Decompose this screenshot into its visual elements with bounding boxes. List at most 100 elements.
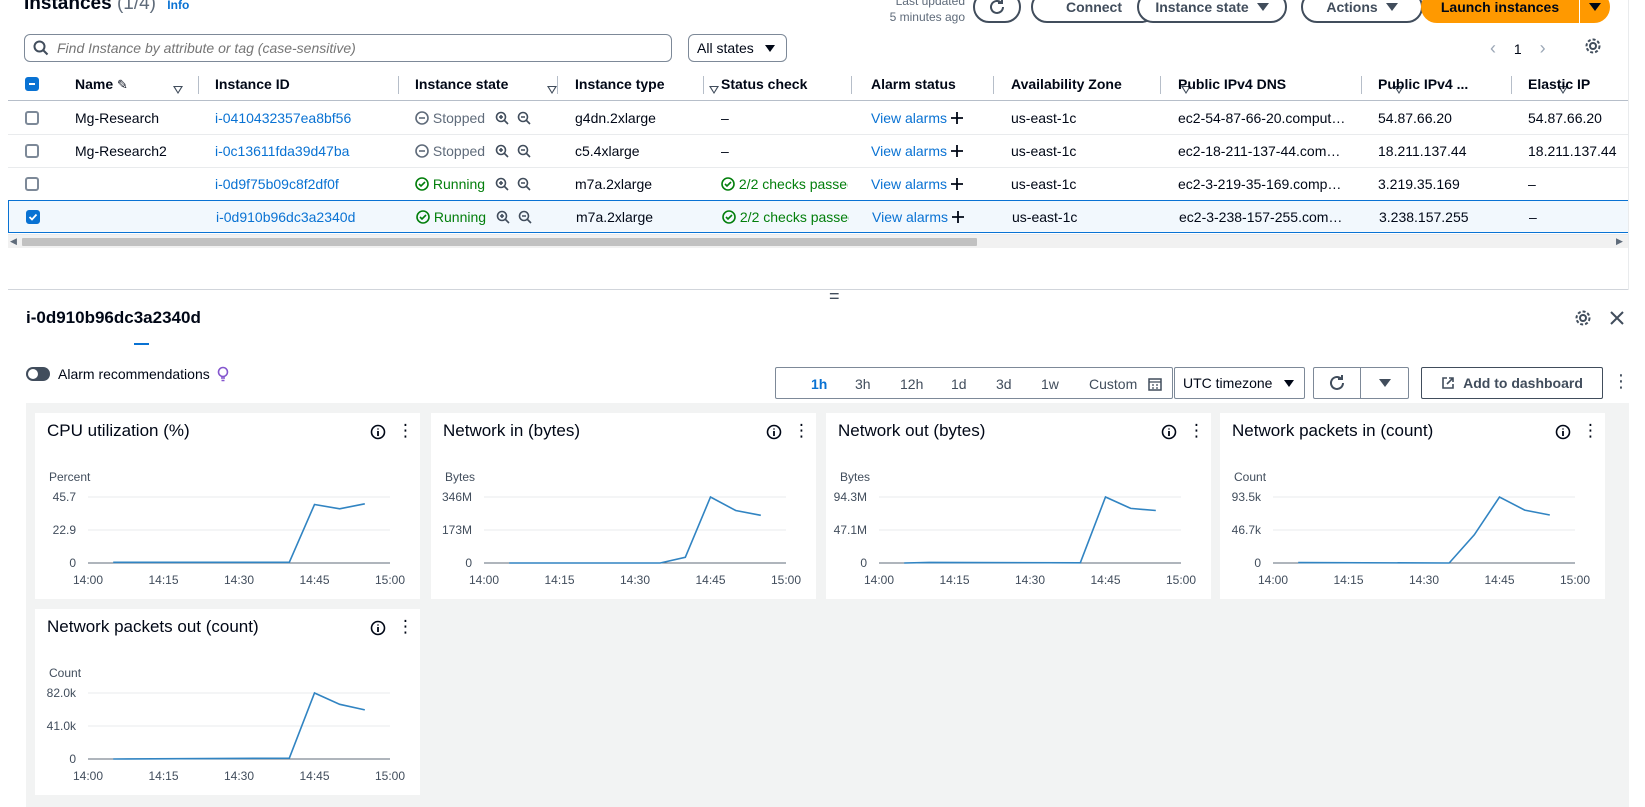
view-alarms-link[interactable]: View alarms xyxy=(872,209,948,225)
series-line[interactable] xyxy=(904,495,1156,564)
zoom-out-icon[interactable] xyxy=(517,144,531,158)
add-icon[interactable] xyxy=(952,211,964,223)
page-number[interactable]: 1 xyxy=(1513,41,1522,57)
refresh-button[interactable] xyxy=(973,0,1021,23)
next-page-icon[interactable]: › xyxy=(1539,38,1546,58)
search-field[interactable] xyxy=(24,34,672,62)
sort-icon[interactable] xyxy=(1393,86,1404,94)
view-alarms-link[interactable]: View alarms xyxy=(871,176,947,192)
sort-icon[interactable] xyxy=(547,86,558,94)
column-header-status-check[interactable]: Status check xyxy=(721,76,808,92)
row-checkbox[interactable] xyxy=(26,210,40,224)
column-header-instance-id[interactable]: Instance ID xyxy=(215,76,290,92)
range-3d[interactable]: 3d xyxy=(996,376,1012,392)
info-icon[interactable] xyxy=(766,424,782,440)
range-3h[interactable]: 3h xyxy=(855,376,871,392)
series-line[interactable] xyxy=(113,691,365,760)
range-custom[interactable]: Custom xyxy=(1089,376,1138,392)
zoom-in-icon[interactable] xyxy=(495,144,509,158)
column-header-alarm-status[interactable]: Alarm status xyxy=(871,76,956,92)
settings-icon[interactable] xyxy=(1574,309,1592,327)
column-header-instance-type[interactable]: Instance type xyxy=(575,76,665,92)
zoom-out-icon[interactable] xyxy=(517,177,531,191)
more-options-icon[interactable]: ⋮ xyxy=(1612,371,1630,391)
zoom-out-icon[interactable] xyxy=(518,210,532,224)
view-alarms-link[interactable]: View alarms xyxy=(871,143,947,159)
alarm-recommendations-toggle[interactable] xyxy=(26,367,50,381)
add-icon[interactable] xyxy=(951,178,963,190)
chart-menu-icon[interactable]: ⋮ xyxy=(1188,421,1205,440)
close-icon[interactable] xyxy=(1609,310,1625,326)
series-line[interactable] xyxy=(1298,495,1550,564)
scroll-left-icon[interactable]: ◀ xyxy=(10,236,17,246)
search-input[interactable] xyxy=(57,37,657,59)
refresh-charts-button[interactable] xyxy=(1313,367,1361,399)
row-checkbox[interactable] xyxy=(25,177,39,191)
instance-state-button[interactable]: Instance state xyxy=(1137,0,1287,23)
info-link[interactable]: Info xyxy=(167,0,190,12)
range-1d[interactable]: 1d xyxy=(951,376,967,392)
column-header-elastic-ip[interactable]: Elastic IP xyxy=(1528,76,1591,92)
cell-instance-id[interactable]: i-0d9f75b09c8f2df0f xyxy=(215,176,339,192)
column-header-availability-zone[interactable]: Availability Zone xyxy=(1011,76,1122,92)
view-alarms-link[interactable]: View alarms xyxy=(871,110,947,126)
zoom-in-icon[interactable] xyxy=(496,210,510,224)
timezone-select[interactable]: UTC timezone xyxy=(1174,367,1305,399)
series-line[interactable] xyxy=(509,495,761,564)
zoom-out-icon[interactable] xyxy=(517,111,531,125)
range-12h[interactable]: 12h xyxy=(900,376,924,392)
range-1w[interactable]: 1w xyxy=(1041,376,1059,392)
refresh-options-button[interactable] xyxy=(1361,367,1409,399)
launch-dropdown-button[interactable] xyxy=(1580,0,1610,23)
gear-icon[interactable] xyxy=(1584,37,1602,55)
column-header-instance-state[interactable]: Instance state xyxy=(415,76,509,92)
vertical-scrollbar[interactable] xyxy=(1628,0,1645,290)
info-icon[interactable] xyxy=(370,620,386,636)
table-row[interactable]: i-0d910b96dc3a2340d Running m7a.2xlarge … xyxy=(8,200,1636,233)
column-header-public-dns[interactable]: Public IPv4 DNS xyxy=(1178,76,1287,92)
chart-menu-icon[interactable]: ⋮ xyxy=(397,421,414,440)
range-1h[interactable]: 1h xyxy=(811,376,828,392)
edit-icon[interactable]: ✎ xyxy=(117,77,128,92)
lightbulb-icon[interactable] xyxy=(217,366,229,382)
sort-icon[interactable] xyxy=(1558,86,1569,94)
scroll-right-icon[interactable]: ▶ xyxy=(1616,236,1623,246)
actions-button[interactable]: Actions xyxy=(1301,0,1423,23)
zoom-in-icon[interactable] xyxy=(495,177,509,191)
table-row[interactable]: Mg-Research i-0410432357ea8bf56 Stopped g… xyxy=(8,102,1636,135)
column-header-label: Name xyxy=(75,76,114,92)
add-to-dashboard-button[interactable]: Add to dashboard xyxy=(1421,367,1603,399)
chart-menu-icon[interactable]: ⋮ xyxy=(397,617,414,636)
info-icon[interactable] xyxy=(1555,424,1571,440)
states-filter[interactable]: All states xyxy=(688,34,787,62)
prev-page-icon[interactable]: ‹ xyxy=(1490,38,1496,58)
column-header-name[interactable]: Name ✎ xyxy=(75,68,128,101)
add-icon[interactable] xyxy=(951,112,963,124)
zoom-in-icon[interactable] xyxy=(495,111,509,125)
sort-icon[interactable] xyxy=(173,86,183,94)
row-checkbox[interactable] xyxy=(25,111,39,125)
column-header-public-ip[interactable]: Public IPv4 ... xyxy=(1378,76,1469,92)
horizontal-scrollbar[interactable]: ◀ ▶ xyxy=(8,234,1628,248)
cell-elastic-ip: 54.87.66.20 xyxy=(1528,110,1602,126)
chart-menu-icon[interactable]: ⋮ xyxy=(793,421,810,440)
cell-instance-id[interactable]: i-0d910b96dc3a2340d xyxy=(216,209,356,225)
table-row[interactable]: Mg-Research2 i-0c13611fda39d47ba Stopped … xyxy=(8,135,1636,168)
table-row[interactable]: i-0d9f75b09c8f2df0f Running m7a.2xlarge … xyxy=(8,168,1636,201)
series-line[interactable] xyxy=(113,503,365,564)
info-icon[interactable] xyxy=(1161,424,1177,440)
row-checkbox[interactable] xyxy=(25,144,39,158)
cell-instance-id[interactable]: i-0410432357ea8bf56 xyxy=(215,110,352,126)
add-icon[interactable] xyxy=(951,145,963,157)
launch-instances-button[interactable]: Launch instances xyxy=(1421,0,1579,23)
cell-instance-id[interactable]: i-0c13611fda39d47ba xyxy=(215,143,350,159)
calendar-icon[interactable] xyxy=(1148,377,1162,391)
select-all-checkbox[interactable] xyxy=(25,77,39,91)
resize-handle[interactable]: = xyxy=(829,286,840,306)
chart-menu-icon[interactable]: ⋮ xyxy=(1582,421,1599,440)
info-icon[interactable] xyxy=(370,424,386,440)
sort-icon[interactable] xyxy=(1181,86,1192,94)
scrollbar-thumb[interactable] xyxy=(22,238,977,246)
connect-button[interactable]: Connect xyxy=(1031,0,1157,23)
sort-icon[interactable] xyxy=(708,86,719,94)
